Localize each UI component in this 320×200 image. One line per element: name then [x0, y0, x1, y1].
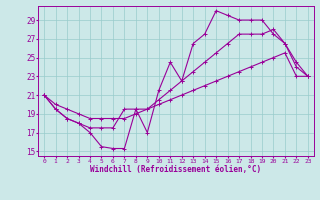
- X-axis label: Windchill (Refroidissement éolien,°C): Windchill (Refroidissement éolien,°C): [91, 165, 261, 174]
